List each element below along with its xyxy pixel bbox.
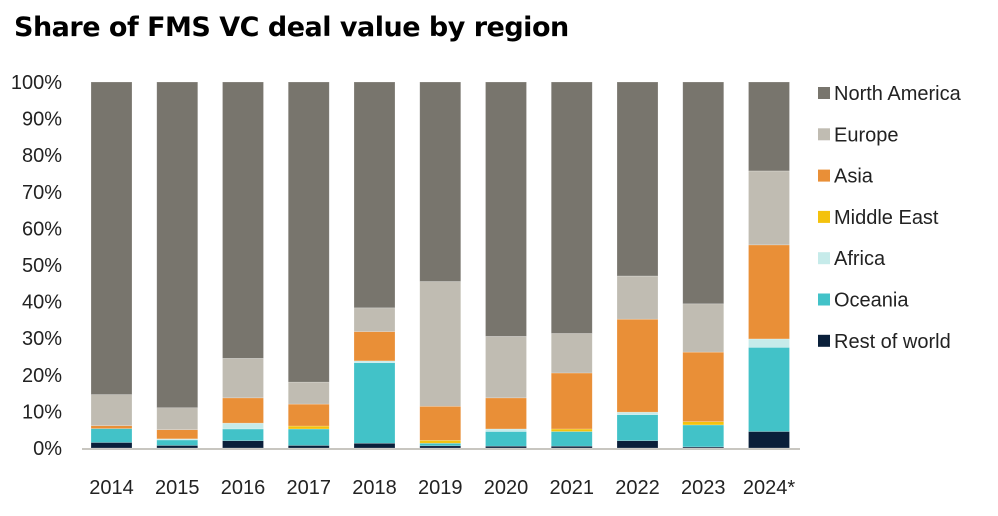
- bar-segment-rest-of-world: [616, 440, 659, 449]
- legend-swatch: [818, 210, 830, 223]
- bar-segment-europe: [485, 336, 527, 399]
- bar-segment-asia: [616, 318, 659, 413]
- legend-label: Middle East: [834, 207, 939, 229]
- y-tick-label: 20%: [22, 365, 62, 387]
- bar-segment-oceania: [748, 347, 790, 432]
- bar-segment-asia: [748, 244, 790, 340]
- bar-segment-oceania: [550, 431, 593, 447]
- x-tick-label: 2020: [484, 477, 529, 499]
- bar-segment-asia: [222, 397, 264, 424]
- bar-segment-oceania: [419, 442, 462, 447]
- bar-segment-rest-of-world: [419, 445, 462, 449]
- legend-label: Asia: [834, 166, 874, 188]
- legend-swatch: [818, 87, 830, 99]
- x-tick-label: 2017: [287, 477, 332, 499]
- bar-segment-asia: [90, 425, 133, 429]
- legend-swatch: [818, 128, 830, 141]
- y-tick-label: 70%: [22, 182, 62, 204]
- bar-segment-africa: [616, 411, 659, 415]
- bar-segment-rest-of-world: [287, 445, 330, 449]
- x-tick-label: 2022: [615, 477, 660, 499]
- bar-segment-asia: [287, 403, 330, 427]
- bar-segment-oceania: [485, 431, 527, 447]
- bar-segment-north-america: [353, 81, 396, 309]
- bar-segment-north-america: [222, 81, 264, 359]
- bar-segment-oceania: [222, 428, 264, 441]
- y-tick-label: 80%: [22, 145, 62, 167]
- legend-swatch: [818, 293, 830, 306]
- bar-segment-north-america: [485, 81, 527, 337]
- bar-segment-north-america: [616, 81, 659, 277]
- bar-segment-asia: [485, 397, 527, 430]
- bar-segment-europe: [682, 303, 725, 353]
- legend-label: Rest of world: [834, 331, 951, 353]
- x-tick-label: 2019: [418, 477, 463, 499]
- bar-segment-rest-of-world: [90, 442, 133, 449]
- bar-segment-oceania: [90, 428, 133, 443]
- y-tick-label: 10%: [22, 401, 62, 423]
- bar-segment-north-america: [550, 81, 593, 334]
- legend-label: Oceania: [834, 290, 909, 312]
- bar-segment-north-america: [156, 81, 199, 409]
- bar-segment-europe: [748, 170, 790, 246]
- y-tick-label: 0%: [33, 438, 62, 460]
- y-tick-label: 90%: [22, 109, 62, 131]
- y-tick-label: 40%: [22, 292, 62, 314]
- bar-segment-europe: [156, 407, 199, 430]
- legend-swatch: [818, 169, 830, 182]
- bar-segment-europe: [419, 281, 462, 407]
- bar-segment-north-america: [748, 81, 790, 172]
- bar-segment-north-america: [682, 81, 725, 305]
- x-tick-label: 2021: [550, 477, 595, 499]
- x-tick-label: 2014: [89, 477, 134, 499]
- x-tick-label: 2023: [681, 477, 726, 499]
- y-tick-label: 100%: [11, 72, 62, 94]
- bar-segment-rest-of-world: [222, 440, 264, 449]
- bar-segment-north-america: [90, 81, 133, 395]
- bar-segment-oceania: [156, 439, 199, 446]
- bar-segment-oceania: [616, 414, 659, 441]
- bar-segment-oceania: [353, 362, 396, 444]
- bar-segment-asia: [156, 429, 199, 440]
- legend-swatch: [818, 252, 830, 265]
- x-tick-label: 2015: [155, 477, 200, 499]
- legend-label: Africa: [834, 248, 886, 270]
- y-tick-label: 30%: [22, 328, 62, 350]
- x-tick-label: 2016: [221, 477, 266, 499]
- bar-segment-europe: [222, 358, 264, 399]
- bar-segment-africa: [748, 338, 790, 348]
- y-tick-label: 50%: [22, 255, 62, 277]
- bar-segment-asia: [353, 331, 396, 362]
- bar-segment-asia: [419, 405, 462, 441]
- bar-segment-europe: [616, 275, 659, 320]
- legend-label: North America: [834, 83, 962, 105]
- bar-segment-asia: [550, 372, 593, 430]
- x-tick-label: 2024*: [743, 477, 795, 499]
- bar-segment-africa: [222, 422, 264, 430]
- bar-segment-africa: [485, 428, 527, 432]
- bar-segment-north-america: [419, 81, 462, 282]
- x-tick-label: 2018: [352, 477, 397, 499]
- bar-segment-oceania: [682, 424, 725, 448]
- bar-segment-rest-of-world: [353, 442, 396, 449]
- bar-segment-asia: [682, 351, 725, 422]
- legend-label: Europe: [834, 124, 899, 146]
- bar-segment-europe: [287, 381, 330, 405]
- bar-segment-rest-of-world: [682, 446, 725, 449]
- bar-segment-middle-east: [419, 440, 462, 444]
- bar-segment-middle-east: [682, 421, 725, 426]
- bar-segment-rest-of-world: [748, 431, 790, 449]
- chart-title: Share of FMS VC deal value by region: [14, 12, 569, 43]
- bar-segment-north-america: [287, 81, 330, 383]
- bar-segment-europe: [90, 394, 133, 426]
- bar-segment-rest-of-world: [156, 445, 199, 449]
- legend-swatch: [818, 334, 830, 347]
- bar-segment-oceania: [287, 428, 330, 446]
- bar-segment-europe: [353, 307, 396, 332]
- y-tick-label: 60%: [22, 218, 62, 240]
- bar-segment-middle-east: [287, 425, 330, 430]
- bar-segment-middle-east: [550, 428, 593, 432]
- bar-segment-europe: [550, 333, 593, 374]
